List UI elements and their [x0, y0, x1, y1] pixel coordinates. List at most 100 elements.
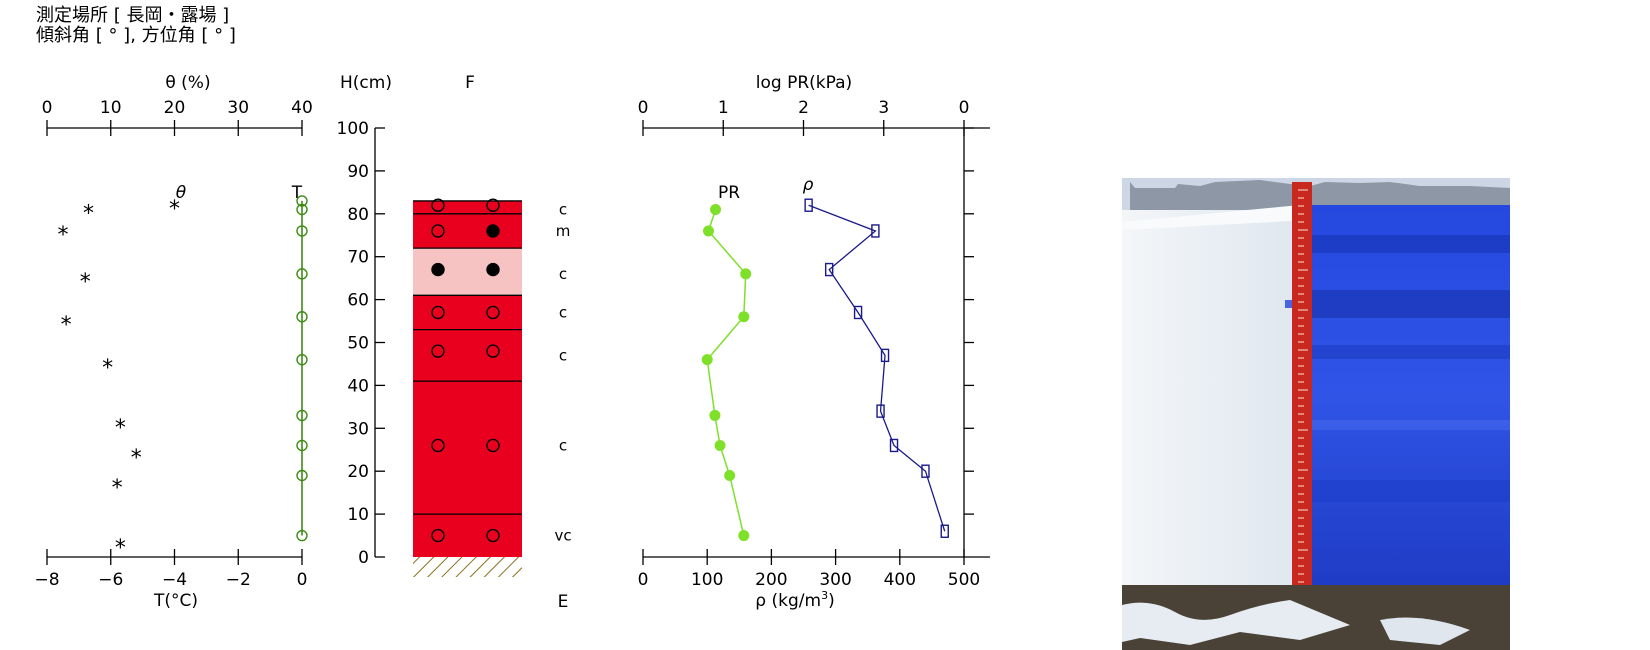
snow-pit-photo — [1122, 178, 1510, 650]
temperature-point — [296, 195, 308, 207]
density-point — [853, 305, 863, 320]
pr-point — [724, 469, 736, 481]
temperature-tick-label: −2 — [226, 570, 251, 590]
grain-shape-mark — [431, 528, 445, 543]
log-pr-tick-label: 0 — [638, 98, 649, 118]
density-point — [940, 524, 949, 538]
density-tick-label: 400 — [884, 570, 916, 590]
density-point — [871, 224, 880, 238]
temperature-point — [296, 469, 308, 482]
log-pr-tick-label: 3 — [878, 98, 889, 118]
temperature-point — [296, 311, 308, 323]
density-series-label: ρ — [803, 175, 814, 195]
theta-point: * — [102, 356, 113, 381]
hardness-label: vc — [554, 527, 571, 545]
theta-point: * — [112, 476, 123, 501]
height-tick-label: 10 — [347, 505, 369, 525]
log-pr-axis-label: log PR(kPa) — [756, 73, 852, 93]
hardness-label: c — [559, 303, 567, 321]
snow-layer — [413, 514, 522, 557]
density-resistance-chart: log PR(kPa)ρ (kg/m3)0 1 2 3 00 100 200 300 400 50… — [638, 73, 990, 611]
theta-tick-label: 40 — [291, 98, 313, 118]
density-tick-label: 500 — [948, 570, 980, 590]
pr-point — [714, 439, 726, 451]
height-tick-label: 100 — [337, 119, 369, 139]
grain-shape-mark — [486, 305, 500, 320]
hardness-label: c — [559, 436, 567, 454]
pr-point — [701, 354, 713, 366]
location-line: 測定場所 [ 長岡・露場 ] — [36, 5, 230, 26]
density-tick-label: 300 — [819, 570, 851, 590]
theta-point: * — [131, 446, 142, 471]
temperature-tick-label: −4 — [162, 570, 187, 590]
height-tick-label: 60 — [347, 291, 369, 311]
pr-series-label: PR — [718, 183, 740, 203]
profile-bottom-label: E — [558, 592, 569, 612]
theta-series-label: θ — [176, 183, 187, 203]
grain-shape-mark — [431, 262, 445, 277]
density-tick-label: 0 — [638, 570, 649, 590]
pr-line — [706, 209, 747, 536]
height-tick-label: 30 — [347, 419, 369, 439]
log-pr-tick-label: 2 — [798, 98, 809, 118]
theta-tick-label: 30 — [227, 98, 249, 118]
temperature-series-label: T — [291, 183, 303, 203]
temperature-tick-label: −8 — [34, 570, 59, 590]
hardness-label: m — [556, 222, 571, 240]
log-pr-tick-label: 0 — [959, 98, 970, 118]
grain-shape-mark — [431, 438, 445, 453]
pr-point — [709, 409, 721, 421]
theta-point: * — [57, 223, 68, 248]
slope-line: 傾斜角 [ ° ], 方位角 [ ° ] — [36, 25, 236, 46]
height-tick-label: 70 — [347, 248, 369, 268]
temperature-point — [296, 203, 308, 216]
grain-shape-mark — [431, 224, 445, 238]
grain-shape-mark — [486, 224, 500, 238]
density-point — [880, 348, 890, 363]
theta-point: * — [80, 270, 91, 295]
ground-hatch — [413, 557, 522, 577]
theta-point: * — [61, 313, 72, 338]
pr-point — [740, 268, 752, 280]
snow-layer — [413, 381, 522, 515]
density-point — [889, 438, 899, 453]
theta-point: * — [169, 197, 180, 222]
height-tick-label: 0 — [358, 548, 369, 568]
temperature-axis-label: T(°C) — [153, 591, 198, 611]
density-tick-label: 200 — [755, 570, 787, 590]
temperature-point — [296, 529, 308, 542]
grain-shape-mark — [486, 198, 500, 212]
density-point — [921, 464, 930, 478]
temperature-point — [296, 225, 308, 237]
density-line — [808, 204, 946, 532]
theta-tick-label: 0 — [42, 98, 53, 118]
theta-point: * — [83, 202, 94, 227]
log-pr-tick-label: 1 — [718, 98, 729, 118]
snow-layer — [413, 200, 522, 214]
temperature-point — [296, 268, 308, 280]
temperature-tick-label: 0 — [297, 570, 308, 590]
height-tick-label: 80 — [347, 205, 369, 225]
height-axis: H(cm) 0 10 20 30 40 50 60 70 80 90 100 — [337, 73, 392, 568]
theta-axis-label: θ (%) — [165, 73, 210, 93]
site-info: 測定場所 [ 長岡・露場 ] 傾斜角 [ ° ], 方位角 [ ° ] — [36, 6, 236, 46]
height-tick-label: 90 — [347, 162, 369, 182]
snow-layer — [413, 329, 522, 382]
temperature-tick-label: −6 — [98, 570, 123, 590]
snow-layer — [413, 248, 522, 296]
grain-shape-mark — [431, 344, 445, 358]
hardness-label: c — [559, 346, 567, 364]
temperature-moisture-chart: θ (%)T(°C)0 10 20 30 40−8 −6 −4 −2 0θ T********** — [34, 73, 312, 611]
theta-tick-label: 10 — [100, 98, 122, 118]
theta-point: * — [115, 536, 126, 561]
grain-shape-mark — [486, 262, 500, 277]
temperature-point — [296, 439, 308, 452]
density-point — [876, 404, 885, 418]
density-tick-label: 100 — [691, 570, 723, 590]
height-tick-label: 40 — [347, 376, 369, 396]
hardness-label: c — [559, 201, 567, 219]
pr-point — [702, 225, 714, 237]
height-axis-label: H(cm) — [340, 73, 392, 93]
